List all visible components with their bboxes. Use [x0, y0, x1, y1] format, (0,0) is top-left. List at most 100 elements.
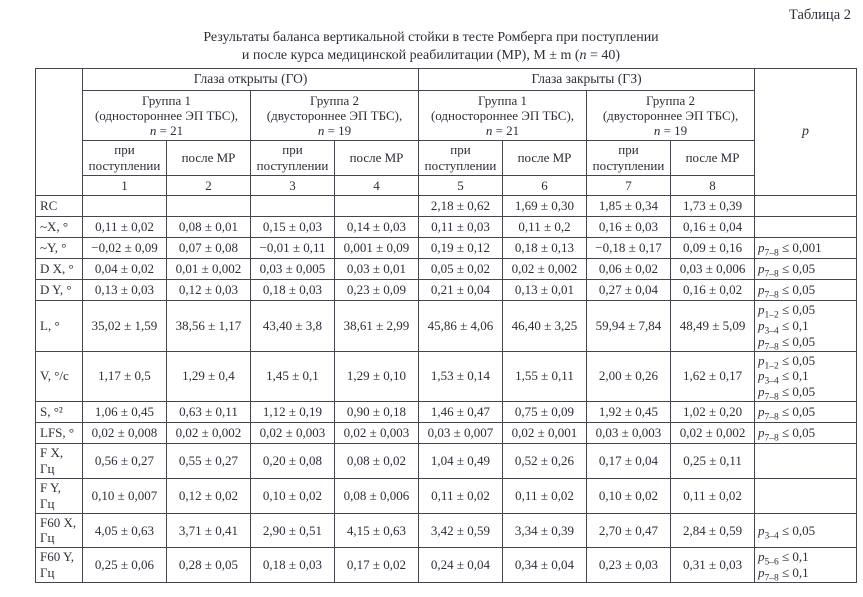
p-value-cell: p3–4 ≤ 0,05 [754, 512, 858, 549]
value-cell: 0,90 ± 0,18 [334, 401, 419, 424]
visit-header-after-mr: после МР [166, 140, 251, 176]
value-cell: 0,13 ± 0,03 [82, 279, 167, 301]
subgroup-header-go-group1: Группа 1 (одностороннее ЭП ТБС), n = 21 [82, 90, 251, 141]
subgroup-header-gz-group1: Группа 1 (одностороннее ЭП ТБС), n = 21 [418, 90, 587, 141]
visit-header-after-mr: после МР [502, 140, 587, 176]
column-number: 1 [82, 175, 167, 196]
value-cell: 0,14 ± 0,03 [334, 216, 419, 238]
value-cell: 0,25 ± 0,11 [669, 443, 756, 479]
p-value-cell: p7–8 ≤ 0,05 [754, 258, 858, 280]
value-cell: 0,23 ± 0,03 [586, 547, 671, 584]
value-cell: 3,42 ± 0,59 [418, 512, 503, 549]
value-cell: 0,56 ± 0,27 [82, 443, 167, 479]
visit-header-admission: при поступлении [82, 140, 167, 176]
group-header-eyes-closed: Глаза закрыты (ГЗ) [417, 68, 756, 91]
value-cell: 0,28 ± 0,05 [166, 547, 251, 584]
value-cell: 4,15 ± 0,63 [334, 512, 419, 549]
column-number: 3 [250, 175, 335, 196]
column-number: 6 [502, 175, 587, 196]
value-cell [82, 195, 167, 217]
value-cell: 0,27 ± 0,04 [586, 279, 671, 301]
value-cell: 1,02 ± 0,20 [669, 401, 756, 424]
table-row: V, °/с 1,17 ± 0,5 1,29 ± 0,4 1,45 ± 0,1 1,29… [35, 350, 858, 403]
value-cell [334, 195, 419, 217]
column-number: 5 [418, 175, 503, 196]
p-value-cell [754, 477, 858, 514]
value-cell: 1,85 ± 0,34 [586, 195, 671, 217]
table-row: F X, Гц 0,56 ± 0,27 0,55 ± 0,27 0,20 ± 0,08 0… [35, 443, 858, 479]
value-cell: 1,45 ± 0,1 [250, 350, 335, 403]
visit-header-after-mr: после МР [669, 140, 756, 176]
value-cell: −0,01 ± 0,11 [250, 237, 335, 259]
value-cell: 0,03 ± 0,007 [418, 422, 503, 445]
value-cell: 0,52 ± 0,26 [502, 443, 587, 479]
romberg-results-table: Глаза открыты (ГО) Глаза закрыты (ГЗ) p … [35, 68, 858, 584]
value-cell: 0,02 ± 0,001 [502, 422, 587, 445]
row-label-cell: F60 X, Гц [35, 512, 83, 549]
value-cell: 0,16 ± 0,03 [586, 216, 671, 238]
value-cell: 0,03 ± 0,01 [334, 258, 419, 280]
visit-header-admission: при поступлении [418, 140, 503, 176]
value-cell: 3,34 ± 0,39 [502, 512, 587, 549]
value-cell: 0,11 ± 0,02 [418, 477, 503, 514]
table-row: F60 X, Гц 4,05 ± 0,63 3,71 ± 0,41 2,90 ± 0,5… [35, 512, 858, 549]
value-cell: 1,55 ± 0,11 [502, 350, 587, 403]
value-cell: 0,19 ± 0,12 [418, 237, 503, 259]
value-cell: 0,03 ± 0,005 [250, 258, 335, 280]
table-number-label: Таблица 2 [788, 7, 851, 23]
value-cell: 0,02 ± 0,002 [669, 422, 756, 445]
value-cell: 2,18 ± 0,62 [418, 195, 503, 217]
value-cell: 0,02 ± 0,003 [250, 422, 335, 445]
value-cell: 0,17 ± 0,02 [334, 547, 419, 584]
value-cell: 4,05 ± 0,63 [82, 512, 167, 549]
value-cell: 38,56 ± 1,17 [166, 300, 251, 352]
value-cell: 2,00 ± 0,26 [586, 350, 671, 403]
p-value-cell: p7–8 ≤ 0,05 [754, 422, 858, 445]
value-cell: 1,69 ± 0,30 [502, 195, 587, 217]
corner-cell [35, 68, 83, 196]
table-row: D Y, ° 0,13 ± 0,03 0,12 ± 0,03 0,18 ± 0,03 0… [35, 279, 858, 301]
value-cell: 46,40 ± 3,25 [502, 300, 587, 352]
value-cell: 1,29 ± 0,10 [334, 350, 419, 403]
row-label-cell: D X, ° [35, 258, 83, 280]
value-cell: 0,55 ± 0,27 [166, 443, 251, 479]
value-cell: 1,06 ± 0,45 [82, 401, 167, 424]
table-row: F60 Y, Гц 0,25 ± 0,06 0,28 ± 0,05 0,18 ± 0,0… [35, 547, 858, 584]
value-cell: 0,02 ± 0,003 [334, 422, 419, 445]
p-value-cell: p7–8 ≤ 0,001 [754, 237, 858, 259]
value-cell: 0,11 ± 0,03 [418, 216, 503, 238]
p-value-cell: p7–8 ≤ 0,05 [754, 279, 858, 301]
visit-header-admission: при поступлении [586, 140, 671, 176]
value-cell: 1,53 ± 0,14 [418, 350, 503, 403]
value-cell: 0,11 ± 0,02 [669, 477, 756, 514]
p-value-cell: p1–2 ≤ 0,05 p3–4 ≤ 0,1 p7–8 ≤ 0,05 [754, 300, 858, 352]
value-cell: 0,08 ± 0,01 [166, 216, 251, 238]
value-cell: 1,92 ± 0,45 [586, 401, 671, 424]
table-body: RC 2,18 ± 0,62 1,69 ± 0,30 1,85 ± 0,34 1,73 … [35, 195, 858, 584]
table-row: RC 2,18 ± 0,62 1,69 ± 0,30 1,85 ± 0,34 1,73 … [35, 195, 858, 217]
row-label-cell: S, °² [35, 401, 83, 424]
table-row: D X, ° 0,04 ± 0,02 0,01 ± 0,002 0,03 ± 0,00… [35, 258, 858, 280]
value-cell: 0,25 ± 0,06 [82, 547, 167, 584]
value-cell: 1,12 ± 0,19 [250, 401, 335, 424]
row-label-cell: ~X, ° [35, 216, 83, 238]
value-cell: 0,10 ± 0,02 [250, 477, 335, 514]
value-cell: 1,62 ± 0,17 [669, 350, 756, 403]
column-number: 7 [586, 175, 671, 196]
value-cell: 0,10 ± 0,02 [586, 477, 671, 514]
column-number: 4 [334, 175, 419, 196]
row-label-cell: F Y, Гц [35, 477, 83, 514]
value-cell: 0,10 ± 0,007 [82, 477, 167, 514]
value-cell: 1,17 ± 0,5 [82, 350, 167, 403]
value-cell: 0,12 ± 0,02 [166, 477, 251, 514]
group-header-eyes-open: Глаза открыты (ГО) [82, 68, 419, 91]
row-label-cell: RC [35, 195, 83, 217]
row-label-cell: V, °/с [35, 350, 83, 403]
value-cell: 0,17 ± 0,04 [586, 443, 671, 479]
value-cell: 0,09 ± 0,16 [669, 237, 756, 259]
row-label-cell: F60 Y, Гц [35, 547, 83, 584]
caption-line-1: Результаты баланса вертикальной стойки в… [203, 30, 659, 45]
row-label-cell: ~Y, ° [35, 237, 83, 259]
value-cell: 59,94 ± 7,84 [586, 300, 671, 352]
visit-header-admission: при поступлении [250, 140, 335, 176]
